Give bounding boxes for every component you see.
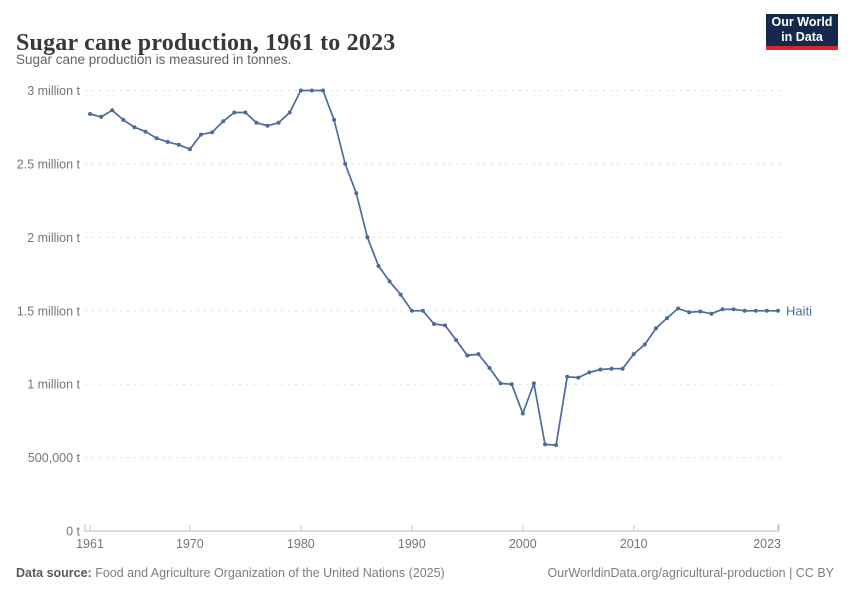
data-point[interactable] (221, 119, 226, 124)
data-point[interactable] (642, 342, 647, 347)
data-point[interactable] (631, 352, 636, 357)
data-line[interactable] (89, 89, 779, 446)
data-point[interactable] (764, 308, 769, 313)
x-tick-label: 2023 (753, 537, 781, 551)
data-point[interactable] (487, 366, 492, 370)
data-point[interactable] (321, 88, 325, 93)
data-source-label: Data source: (16, 566, 92, 580)
data-point[interactable] (287, 110, 292, 115)
data-point[interactable] (254, 120, 259, 125)
data-point[interactable] (543, 442, 547, 447)
data-point[interactable] (199, 132, 203, 137)
chart-subtitle: Sugar cane production is measured in ton… (16, 52, 292, 67)
data-point[interactable] (498, 381, 503, 386)
data-point[interactable] (99, 114, 104, 119)
data-point[interactable] (110, 108, 115, 113)
x-tick-label: 2010 (620, 537, 648, 551)
owid-logo[interactable]: Our World in Data (766, 14, 838, 50)
y-tick-label: 1 million t (27, 378, 80, 392)
data-point[interactable] (121, 117, 126, 122)
y-tick-label: 1.5 million t (17, 304, 81, 318)
data-point[interactable] (731, 307, 736, 312)
data-point[interactable] (432, 322, 436, 326)
data-point[interactable] (187, 147, 192, 152)
data-point[interactable] (265, 123, 270, 128)
y-tick-label: 0 t (66, 525, 80, 539)
x-tick-label: 1980 (287, 537, 315, 551)
y-tick-label: 500,000 t (28, 451, 81, 465)
data-point[interactable] (409, 308, 414, 313)
data-point[interactable] (620, 366, 625, 371)
data-source-text: Food and Agriculture Organization of the… (91, 566, 445, 580)
x-tick-label: 1990 (398, 537, 426, 551)
data-point[interactable] (598, 367, 603, 372)
data-point[interactable] (332, 117, 337, 122)
data-point[interactable] (365, 235, 370, 240)
data-point[interactable] (653, 326, 658, 331)
data-point[interactable] (143, 129, 148, 134)
data-point[interactable] (465, 353, 470, 358)
owid-logo-line2: in Data (781, 30, 823, 44)
data-point[interactable] (298, 88, 303, 93)
data-point[interactable] (554, 443, 559, 448)
data-point[interactable] (509, 382, 514, 387)
data-point[interactable] (742, 308, 747, 313)
data-point[interactable] (154, 136, 159, 141)
data-point[interactable] (443, 323, 448, 328)
owid-logo-line1: Our World (771, 15, 833, 29)
data-point[interactable] (398, 292, 403, 297)
data-point[interactable] (665, 316, 669, 321)
data-point[interactable] (576, 375, 581, 380)
data-point[interactable] (565, 374, 570, 379)
data-point[interactable] (387, 279, 392, 284)
page-title: Sugar cane production, 1961 to 2023 (16, 30, 396, 57)
data-point[interactable] (454, 338, 459, 343)
data-point[interactable] (276, 120, 281, 125)
x-tick-label: 1970 (176, 537, 204, 551)
y-tick-label: 3 million t (27, 84, 80, 98)
data-point[interactable] (587, 370, 592, 375)
data-point[interactable] (420, 308, 425, 313)
data-point[interactable] (176, 142, 181, 147)
data-point[interactable] (687, 310, 692, 315)
x-tick-label: 1961 (76, 537, 104, 551)
data-point[interactable] (709, 311, 714, 316)
data-point[interactable] (210, 130, 215, 135)
entity-label[interactable]: Haiti (786, 303, 812, 318)
data-point[interactable] (88, 112, 92, 116)
data-point[interactable] (354, 191, 359, 196)
data-point[interactable] (520, 411, 525, 416)
data-point[interactable] (309, 88, 314, 93)
data-point[interactable] (753, 308, 758, 313)
data-point[interactable] (232, 110, 237, 115)
data-point[interactable] (676, 306, 681, 311)
y-tick-label: 2 million t (27, 231, 80, 245)
data-point[interactable] (243, 110, 248, 115)
credit-link[interactable]: OurWorldinData.org/agricultural-producti… (547, 566, 834, 580)
data-point[interactable] (476, 352, 481, 357)
data-source: Data source: Food and Agriculture Organi… (16, 566, 445, 580)
data-point[interactable] (531, 381, 536, 386)
y-tick-label: 2.5 million t (17, 157, 81, 171)
chart-footer: Data source: Food and Agriculture Organi… (16, 566, 834, 580)
data-point[interactable] (720, 307, 725, 312)
data-point[interactable] (343, 161, 348, 166)
data-point[interactable] (609, 366, 614, 371)
data-point[interactable] (698, 309, 703, 314)
data-point[interactable] (776, 308, 780, 313)
x-tick-label: 2000 (509, 537, 537, 551)
data-point[interactable] (165, 139, 170, 144)
data-point[interactable] (376, 264, 381, 268)
data-point[interactable] (132, 125, 137, 130)
